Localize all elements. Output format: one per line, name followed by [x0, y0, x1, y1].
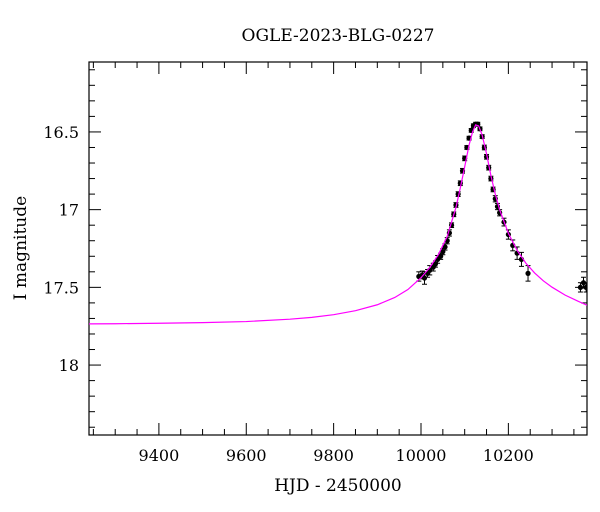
x-tick-label: 9800: [313, 446, 354, 465]
y-axis-label: I magnitude: [11, 196, 31, 300]
x-tick-labels: 9400 9600 9800 10000 10200: [139, 446, 534, 465]
data-point: [583, 282, 587, 293]
x-axis-label: HJD - 2450000: [274, 476, 402, 496]
chart-title: OGLE-2023-BLG-0227: [242, 26, 435, 46]
data-marker: [421, 275, 428, 281]
axis-ticks: [89, 62, 587, 435]
data-point: [444, 237, 450, 245]
x-tick-label: 10000: [396, 446, 447, 465]
y-tick-labels: 16.5 17 17.5 18: [43, 123, 79, 375]
data-point: [432, 260, 439, 268]
y-tick-label: 17: [59, 201, 79, 220]
data-point: [580, 276, 587, 289]
plot-clip-group: [89, 121, 587, 325]
data-marker: [580, 280, 587, 286]
x-tick-label: 9600: [226, 446, 267, 465]
model-curve: [89, 124, 587, 325]
y-tick-label: 16.5: [43, 123, 79, 142]
x-tick-label: 9400: [139, 446, 180, 465]
data-marker: [525, 270, 531, 276]
x-tick-label: 10200: [483, 446, 534, 465]
plot-frame: [88, 61, 588, 436]
y-tick-label: 18: [59, 356, 79, 375]
data-point: [518, 251, 525, 267]
y-tick-label: 17.5: [43, 278, 79, 297]
data-point: [525, 265, 531, 282]
data-marker: [432, 261, 439, 267]
data-marker: [442, 244, 448, 250]
data-marker: [583, 284, 587, 290]
plot-area: [89, 121, 587, 325]
data-marker: [577, 284, 584, 290]
